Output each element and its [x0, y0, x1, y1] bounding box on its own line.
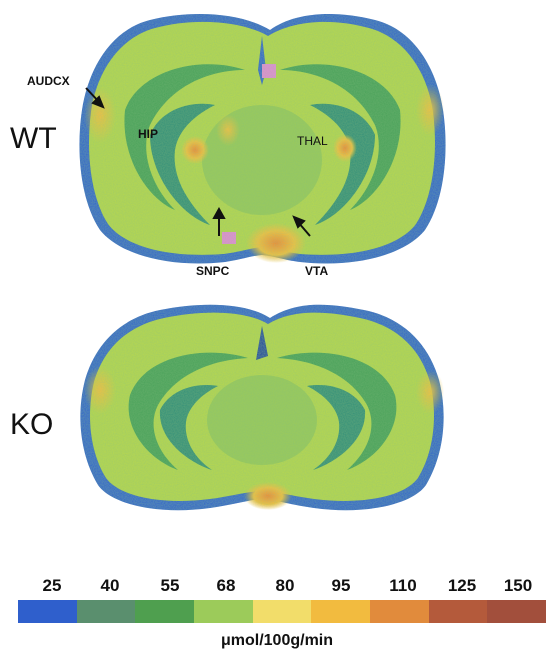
wt-brain-section [79, 14, 446, 264]
colorbar-swatch [311, 600, 371, 623]
colorbar-swatch [135, 600, 195, 623]
colorbar-unit: μmol/100g/min [220, 632, 334, 649]
colorbar-tick: 125 [447, 576, 477, 595]
colorbar-tick: 110 [389, 576, 417, 595]
colorbar-swatch [18, 600, 77, 623]
colorbar-tick: 55 [160, 576, 180, 595]
colorbar-tick: 68 [216, 576, 236, 595]
thal-label: THAL [297, 134, 328, 148]
ko-brain-section [80, 304, 444, 511]
colorbar-tick: 95 [331, 576, 351, 595]
hip-label: HIP [138, 127, 159, 141]
colorbar-swatch [428, 600, 488, 623]
snpc-label: SNPC [196, 264, 230, 278]
audcx-label: AUDCX [27, 74, 70, 88]
wt-label: WT [10, 122, 57, 155]
colorbar-swatch [194, 600, 253, 623]
colorbar-swatch [370, 600, 429, 623]
colorbar-tick: 80 [275, 576, 295, 595]
vta-label: VTA [305, 264, 329, 278]
annotation-arrows [85, 87, 311, 237]
colorbar-swatch [252, 600, 312, 623]
colorbar-tick: 40 [100, 576, 120, 595]
colorbar [18, 600, 547, 623]
ko-label: KO [10, 408, 54, 441]
colorbar-tick: 25 [42, 576, 62, 595]
colorbar-tick: 150 [503, 576, 533, 595]
colorbar-swatch [76, 600, 136, 623]
colorbar-swatch [487, 600, 547, 623]
